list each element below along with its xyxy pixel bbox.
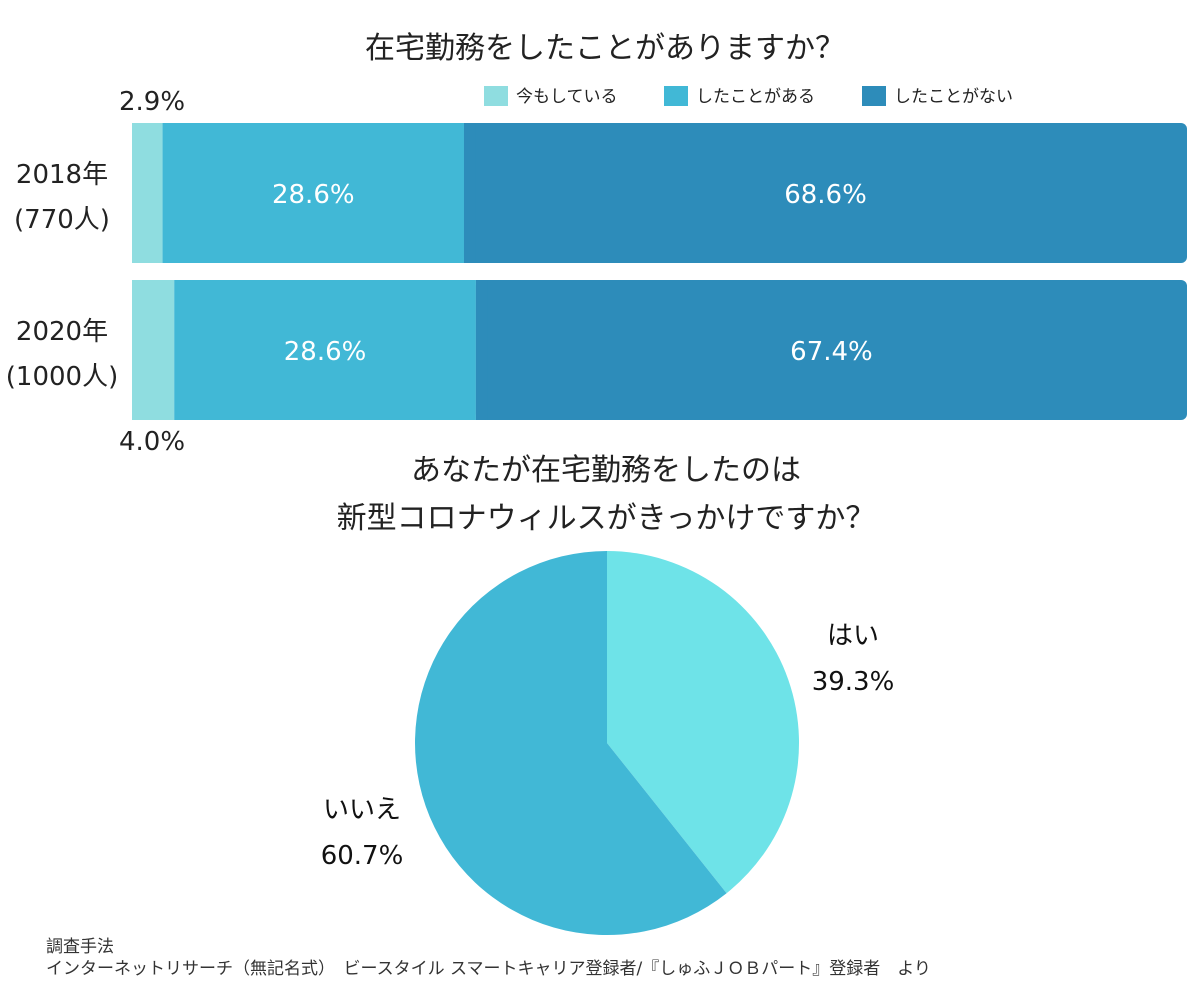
bar-2020-done xyxy=(174,280,476,420)
pie-label-no-pct: 60.7% xyxy=(321,841,404,871)
bar-2018-never xyxy=(463,123,1187,263)
pie-group xyxy=(415,551,800,936)
pie-label-yes-name: はい xyxy=(827,621,879,651)
pie-slice-no xyxy=(415,551,727,936)
legend-swatch-never xyxy=(862,86,886,106)
category-label-2018-year: 2018年 xyxy=(16,160,108,190)
bar-2018-current xyxy=(132,123,163,263)
bar-2020-never-edge xyxy=(475,280,488,420)
bar-label-group: 28.6% 68.6% 28.6% 67.4% xyxy=(272,180,873,367)
legend-label-never: したことがない xyxy=(894,87,1013,107)
bar-chart-title: 在宅勤務をしたことがありますか？ xyxy=(365,31,845,66)
pie-slice-yes xyxy=(607,551,800,894)
bar-label-2020-done: 28.6% xyxy=(284,337,367,367)
bar-2018-done xyxy=(162,123,464,263)
bar-label-2018-never: 68.6% xyxy=(784,180,867,210)
legend-swatch-current xyxy=(484,86,508,106)
category-label-2020-count: (1000人) xyxy=(6,362,118,392)
footer-method-detail: インターネットリサーチ（無記名式） ビースタイル スマートキャリア登録者/『しゅ… xyxy=(46,959,931,979)
bar-2020-never xyxy=(475,280,1187,420)
pie-chart-title-line-2: 新型コロナウィルスがきっかけですか？ xyxy=(337,501,876,536)
category-label-2020-year: 2020年 xyxy=(16,317,108,347)
bar-label-2020-current: 4.0% xyxy=(119,427,185,457)
legend-label-done: したことがある xyxy=(696,87,815,107)
bar-label-2018-current: 2.9% xyxy=(119,87,185,117)
bar-label-2020-never: 67.4% xyxy=(790,337,873,367)
bar-group xyxy=(132,123,1187,420)
legend-swatch-done xyxy=(664,86,688,106)
pie-label-yes-pct: 39.3% xyxy=(812,667,895,697)
legend-label-current: 今もしている xyxy=(516,87,618,107)
category-label-2018-count: (770人) xyxy=(14,205,110,235)
bar-2018-never-edge xyxy=(463,123,476,263)
bar-2020-current xyxy=(132,280,175,420)
bar-label-2018-done: 28.6% xyxy=(272,180,355,210)
footer-method-heading: 調査手法 xyxy=(46,937,114,957)
pie-label-no-name: いいえ xyxy=(323,795,401,825)
pie-chart-title-line-1: あなたが在宅勤務をしたのは xyxy=(411,453,801,488)
legend: 今もしている したことがある したことがない xyxy=(484,86,1013,107)
